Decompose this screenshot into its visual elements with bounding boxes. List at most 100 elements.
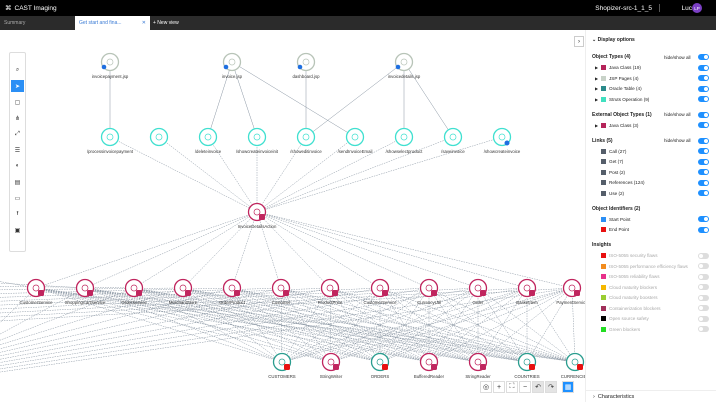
link-edge[interactable] [84, 287, 576, 363]
option-toggle[interactable] [698, 263, 709, 269]
link-edge[interactable] [428, 287, 573, 363]
class-node[interactable]: CurrencyUtil [417, 278, 441, 306]
toggle-all[interactable] [698, 54, 709, 60]
class-node[interactable]: OrderProduct [219, 278, 246, 306]
link-edge[interactable] [0, 287, 135, 348]
close-icon[interactable]: ✕ [141, 20, 146, 26]
table-node[interactable]: ORDERS [371, 352, 390, 380]
option-toggle[interactable] [698, 64, 709, 71]
avatar[interactable]: LP [692, 3, 702, 13]
link-edge[interactable] [231, 61, 356, 138]
search-icon[interactable]: ⌕ [15, 66, 20, 73]
option-toggle[interactable] [698, 158, 709, 165]
link-edge[interactable] [330, 287, 573, 363]
link-edge[interactable] [84, 287, 283, 363]
link-edge[interactable] [0, 287, 233, 294]
link-edge[interactable] [231, 61, 258, 138]
link-edge[interactable] [0, 287, 381, 363]
tab-summary[interactable]: Summary [0, 16, 75, 30]
class-node[interactable]: PaymentService [556, 278, 588, 306]
link-edge[interactable] [428, 287, 479, 363]
link-edge[interactable] [256, 211, 381, 289]
list-icon[interactable]: ☰ [14, 147, 21, 154]
expand-arrow-icon[interactable]: ▶ [595, 122, 599, 128]
class-node[interactable]: ShoppingCartService [65, 278, 106, 306]
class-node[interactable]: Order [468, 278, 488, 306]
link-edge[interactable] [280, 287, 381, 363]
characteristics-section[interactable]: › Characteristics [586, 390, 716, 402]
expand-arrow-icon[interactable]: ▶ [595, 75, 599, 81]
class-node[interactable]: StringReader [465, 352, 491, 380]
option-toggle[interactable] [698, 85, 709, 92]
struts-node[interactable] [149, 127, 169, 147]
link-edge[interactable] [133, 287, 528, 363]
toggle-all[interactable] [698, 137, 709, 144]
link-edge[interactable] [330, 287, 381, 363]
link-edge[interactable] [256, 211, 430, 289]
link-edge[interactable] [35, 211, 258, 289]
toggle-all[interactable] [698, 111, 709, 118]
link-edge[interactable] [403, 61, 454, 138]
option-toggle[interactable] [698, 75, 709, 81]
zoom-in-icon[interactable]: + [493, 381, 505, 393]
fit-icon[interactable]: ◎ [480, 381, 492, 393]
link-edge[interactable] [0, 286, 135, 289]
struts-node[interactable]: /showeditinvoice [290, 127, 322, 155]
struts-node[interactable]: /processinvoicepayment [87, 127, 134, 155]
app-logo[interactable]: ⌘ CAST Imaging [5, 4, 57, 13]
link-edge[interactable] [0, 287, 233, 354]
collapse-panel-button[interactable]: › [574, 36, 584, 47]
project-selector[interactable]: Shopizer-src-1_1_5 [595, 4, 652, 12]
link-edge[interactable] [256, 211, 528, 289]
option-toggle[interactable] [698, 122, 709, 128]
option-toggle[interactable] [698, 315, 709, 322]
link-edge[interactable] [329, 287, 576, 363]
table-node[interactable]: CURRENCIES [561, 352, 589, 380]
struts-node[interactable]: /saveinvoice [441, 127, 465, 155]
expand-icon[interactable]: ⤢ [15, 130, 20, 137]
hierarchy-icon[interactable]: ⋔ [14, 115, 21, 122]
link-edge[interactable] [231, 287, 430, 363]
link-edge[interactable] [133, 287, 332, 363]
display-options-header[interactable]: ⌄ Display options [592, 37, 635, 43]
link-edge[interactable] [231, 287, 381, 363]
option-toggle[interactable] [698, 273, 709, 280]
link-edge[interactable] [231, 211, 258, 289]
link-edge[interactable] [428, 287, 576, 363]
class-node[interactable]: OrderService [121, 278, 147, 306]
link-edge[interactable] [379, 287, 479, 363]
jsp-node[interactable]: invoicedetails.jsp [388, 52, 421, 80]
link-edge[interactable] [207, 61, 233, 138]
link-edge[interactable] [133, 287, 283, 363]
class-node[interactable]: BufferedReader [414, 352, 445, 380]
option-toggle[interactable] [698, 148, 709, 154]
graph-svg[interactable]: invoicepayment.jsp invoice.jsp dashboard.j… [0, 30, 589, 402]
link-edge[interactable] [0, 287, 184, 291]
class-node[interactable]: CustomerService [20, 278, 54, 306]
tag-icon[interactable]: ▭ [14, 195, 21, 202]
class-node[interactable]: BasketItem [516, 278, 538, 306]
link-edge[interactable] [477, 287, 528, 363]
link-edge[interactable] [0, 287, 528, 372]
class-node[interactable]: Customer [272, 278, 291, 306]
link-edge[interactable] [0, 278, 37, 289]
option-toggle[interactable] [698, 305, 709, 311]
option-toggle[interactable] [698, 190, 709, 196]
option-toggle[interactable] [698, 216, 709, 222]
option-toggle[interactable] [698, 169, 709, 175]
link-edge[interactable] [182, 287, 381, 363]
option-toggle[interactable] [698, 179, 709, 186]
link-edge[interactable] [256, 211, 479, 289]
struts-node[interactable]: /showselectproduct [386, 127, 424, 155]
link-edge[interactable] [0, 287, 331, 302]
link-edge[interactable] [428, 287, 528, 363]
link-edge[interactable] [0, 287, 430, 366]
option-toggle[interactable] [698, 284, 709, 290]
full-screen-icon[interactable]: ⛶ [506, 381, 518, 393]
action-node[interactable]: InvoiceDetailsAction [238, 202, 277, 230]
expand-arrow-icon[interactable]: ▶ [595, 96, 599, 102]
link-edge[interactable] [158, 136, 258, 213]
link-edge[interactable] [526, 287, 573, 363]
select-box-icon[interactable]: ▢ [14, 99, 21, 106]
hide-show-all[interactable]: hide/show all [664, 54, 691, 60]
